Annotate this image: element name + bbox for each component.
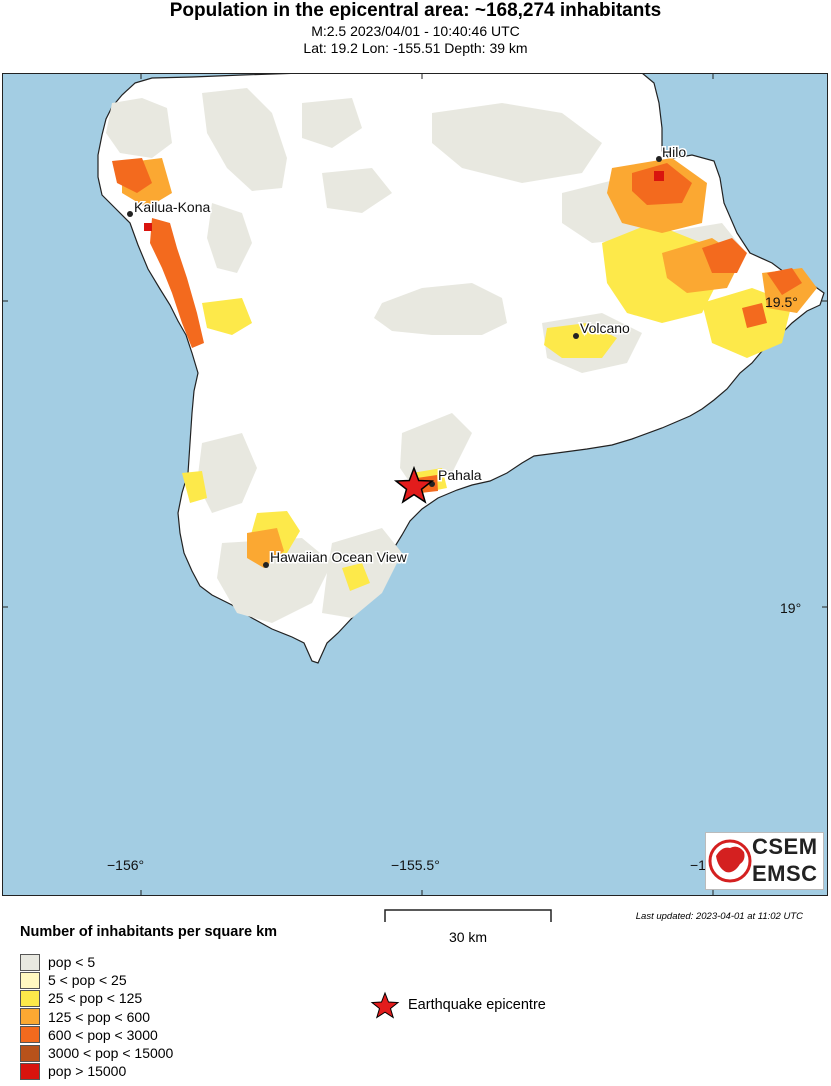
legend-label: 600 < pop < 3000 [48, 1026, 158, 1043]
population-dense-core [144, 171, 664, 231]
epicenter-star-icon [393, 465, 435, 504]
legend-label: 5 < pop < 25 [48, 972, 127, 989]
scale-bar [384, 909, 552, 922]
hilo-marker [656, 156, 662, 162]
csem-emsc-logo: CSEM EMSC [705, 832, 824, 890]
place-label-kailua-kona: Kailua-Kona [134, 199, 210, 215]
legend-title: Number of inhabitants per square km [20, 924, 278, 940]
legend-label: pop > 15000 [48, 1063, 127, 1080]
legend-swatch [20, 953, 40, 971]
legend-item: 3000 < pop < 15000 [20, 1044, 173, 1062]
lon-label-155-5: −155.5° [391, 857, 440, 873]
legend-label: 25 < pop < 125 [48, 990, 143, 1007]
event-location-depth: Lat: 19.2 Lon: -155.51 Depth: 39 km [303, 40, 528, 56]
place-label-hilo: Hilo [662, 144, 686, 160]
hawaiian-ocean-view-marker [263, 562, 269, 568]
place-label-hawaiian-ocean-view: Hawaiian Ocean View [270, 549, 408, 565]
population-very-high-areas [112, 158, 802, 493]
legend-label: 3000 < pop < 15000 [48, 1045, 174, 1062]
legend-label: 125 < pop < 600 [48, 1008, 150, 1025]
globe-logo-icon [708, 839, 752, 883]
legend-item: pop > 15000 [20, 1062, 173, 1080]
lat-label-19-5: 19.5° [765, 294, 798, 310]
scale-bar-label: 30 km [448, 929, 488, 945]
red-star-icon [370, 991, 400, 1019]
legend-swatch [20, 1044, 40, 1062]
epicentre-legend-label: Earthquake epicentre [408, 997, 546, 1013]
legend-swatch [20, 989, 40, 1007]
population-legend: pop < 5 5 < pop < 25 25 < pop < 125 125 … [20, 953, 173, 1080]
legend-item: 25 < pop < 125 [20, 989, 173, 1007]
place-markers [127, 156, 662, 568]
kailua-kona-marker [127, 211, 133, 217]
page-title: Population in the epicentral area: ~168,… [169, 0, 662, 21]
last-updated: Last updated: 2023-04-01 at 11:02 UTC [635, 911, 803, 922]
epicentre-legend: Earthquake epicentre [370, 991, 546, 1019]
legend-item: pop < 5 [20, 953, 173, 971]
legend-item: 125 < pop < 600 [20, 1008, 173, 1026]
event-magnitude-time: M:2.5 2023/04/01 - 10:40:46 UTC [311, 23, 520, 39]
legend-swatch [20, 1008, 40, 1026]
legend-item: 600 < pop < 3000 [20, 1026, 173, 1044]
volcano-marker [573, 333, 579, 339]
lon-label-156: −156° [107, 857, 144, 873]
legend-swatch [20, 1062, 40, 1080]
logo-emsc-text: EMSC [752, 861, 818, 886]
legend-swatch [20, 971, 40, 989]
legend-label: pop < 5 [48, 954, 96, 971]
legend-swatch [20, 1026, 40, 1044]
logo-csem-text: CSEM [752, 834, 818, 859]
population-map[interactable]: Kailua-Kona Hilo Volcano Pahala Hawaiian… [2, 73, 828, 896]
legend-item: 5 < pop < 25 [20, 971, 173, 989]
lon-label-155: −1 [690, 857, 706, 873]
place-label-pahala: Pahala [438, 467, 482, 483]
lat-label-19: 19° [780, 600, 801, 616]
place-label-volcano: Volcano [580, 320, 630, 336]
